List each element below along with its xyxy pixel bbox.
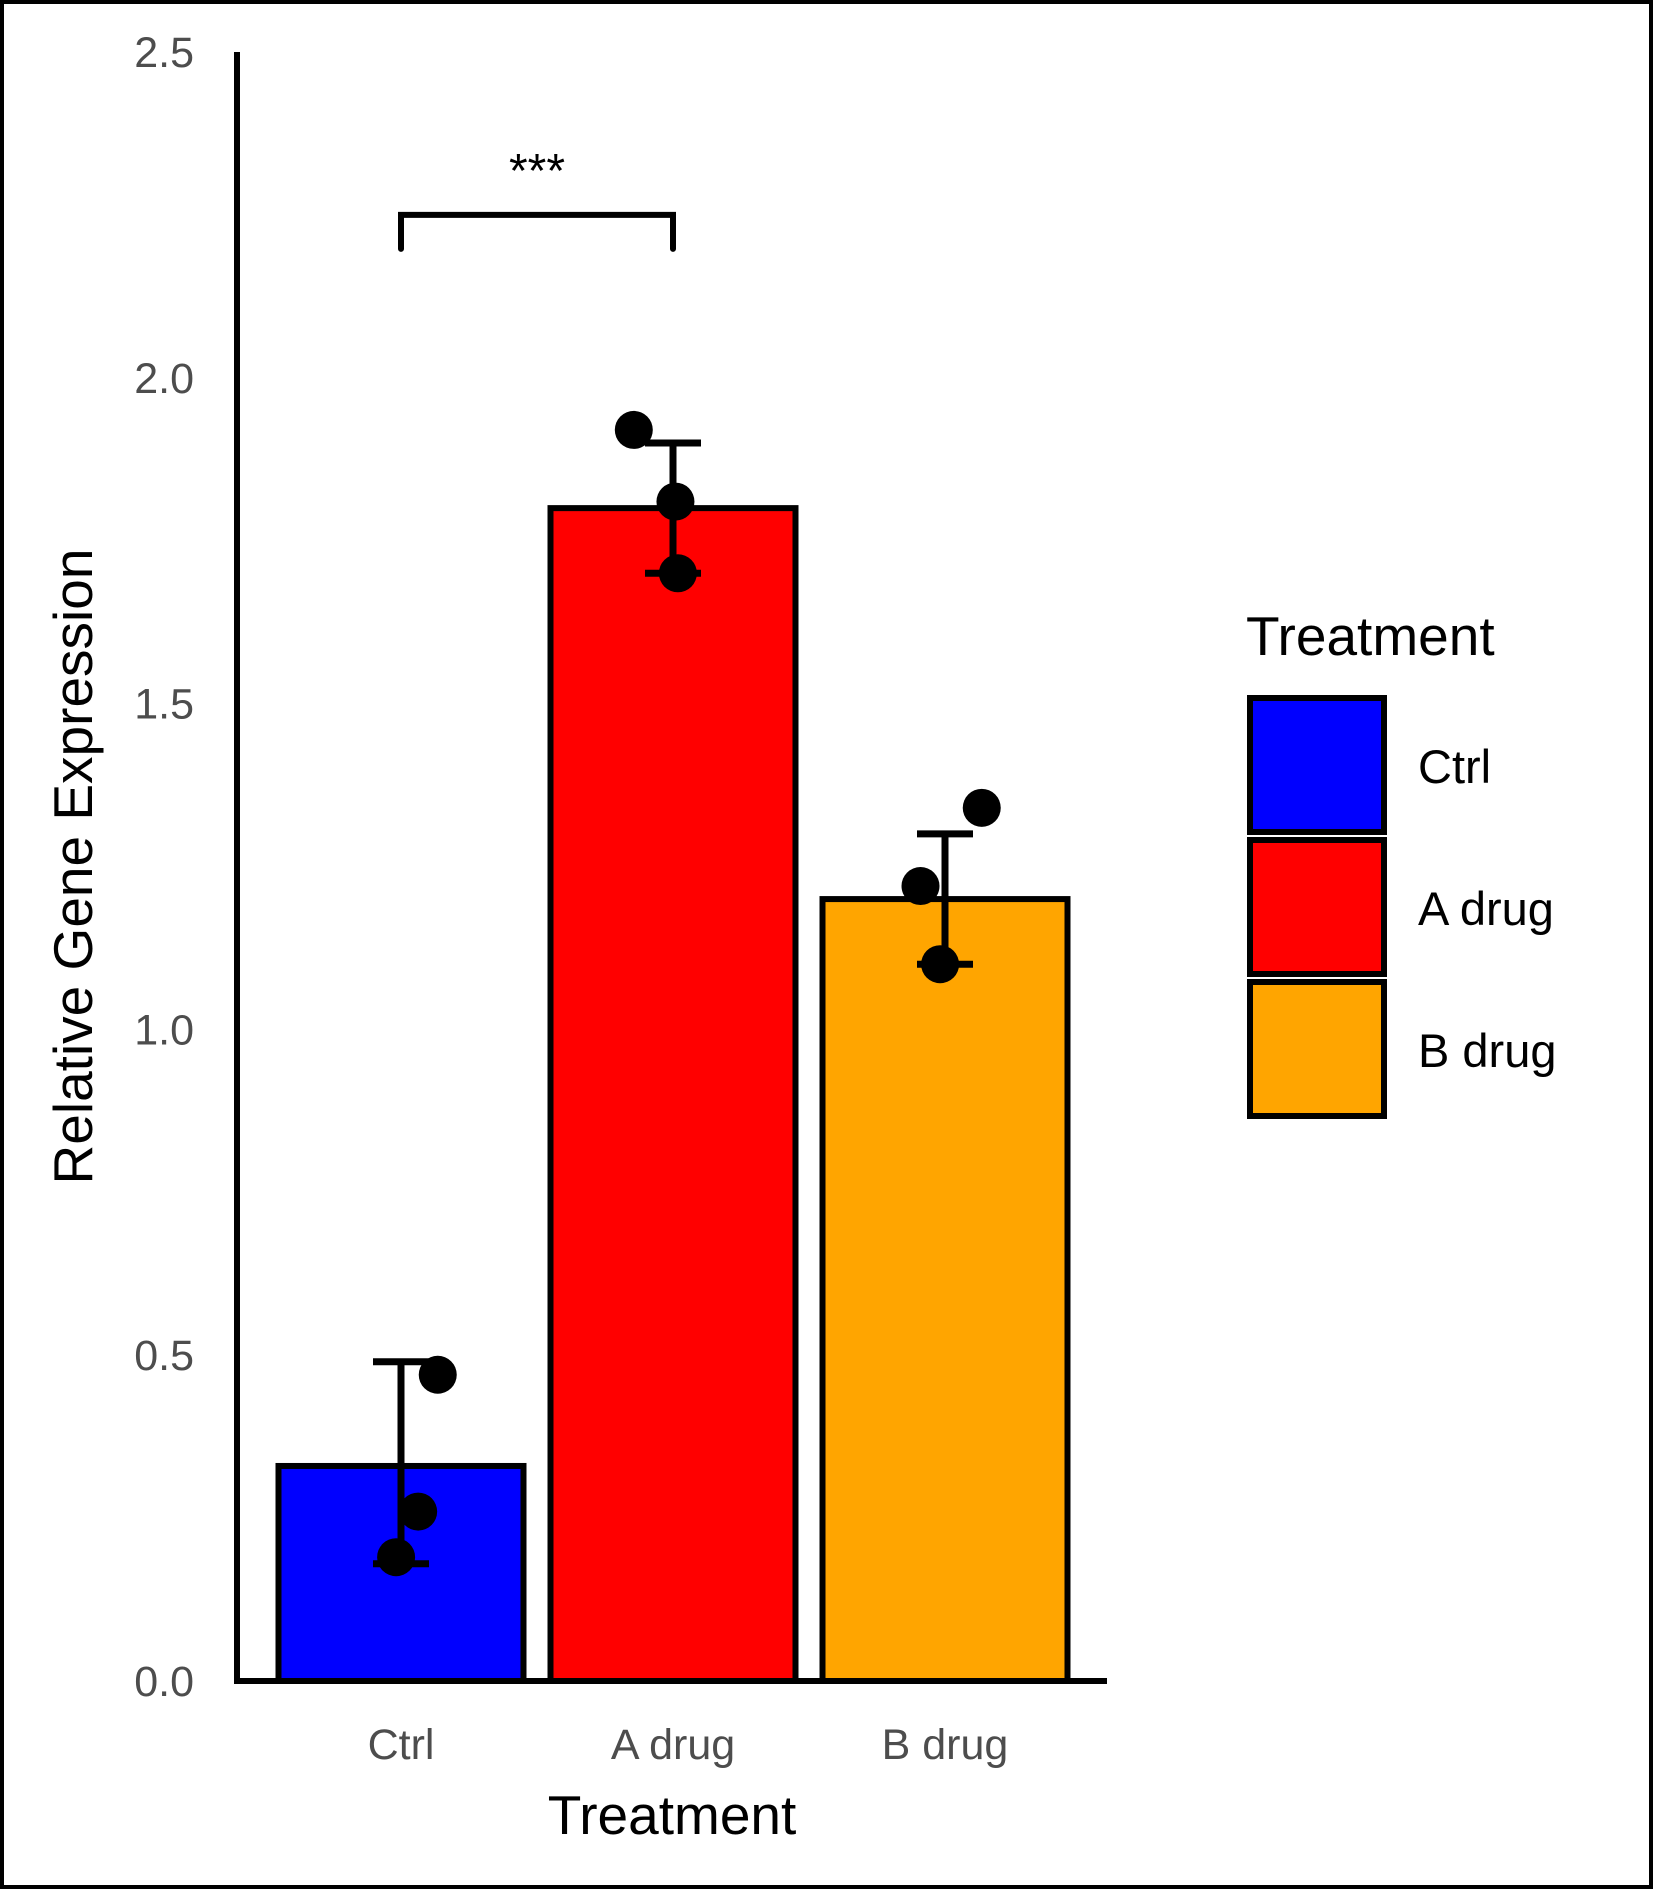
x-tick-label: A drug xyxy=(611,1721,735,1769)
significance-label: *** xyxy=(509,145,565,198)
legend-swatch-a-drug xyxy=(1247,837,1387,977)
y-tick-label: 2.5 xyxy=(134,29,194,77)
x-axis-title: Treatment xyxy=(548,1784,797,1846)
bars xyxy=(275,505,1071,1685)
data-point xyxy=(656,482,695,521)
y-tick-label: 2.0 xyxy=(134,355,194,403)
y-tick-label: 0.0 xyxy=(134,1658,194,1706)
data-points xyxy=(377,410,1001,1577)
legend-label: A drug xyxy=(1418,882,1554,935)
legend-swatch-b-drug xyxy=(1247,979,1387,1119)
data-point xyxy=(418,1355,457,1394)
data-point xyxy=(399,1492,438,1531)
y-tick-labels: 0.0 0.5 1.0 1.5 2.0 2.5 xyxy=(134,29,194,1706)
y-axis-title: Relative Gene Expression xyxy=(42,549,104,1185)
significance-bracket-line xyxy=(398,211,676,252)
bar-chart: 0.00.51.01.52.02.5 Ctrl A drug B drug *** … xyxy=(42,29,1556,1846)
bar-b-drug xyxy=(819,896,1071,1684)
significance-bracket: *** xyxy=(398,145,676,252)
x-tick-label: B drug xyxy=(882,1721,1009,1769)
axes xyxy=(234,52,1107,1684)
data-point xyxy=(658,554,697,593)
legend-title: Treatment xyxy=(1246,605,1495,667)
data-point xyxy=(377,1538,416,1577)
y-tick-label: 0.5 xyxy=(134,1332,194,1380)
data-point xyxy=(901,867,940,906)
legend-swatch-ctrl xyxy=(1247,695,1387,835)
legend-label: B drug xyxy=(1418,1024,1556,1077)
data-point xyxy=(921,945,960,984)
bar-a-drug xyxy=(547,505,799,1684)
x-tick-labels: Ctrl A drug B drug xyxy=(368,1721,1009,1769)
legend-label: Ctrl xyxy=(1418,740,1491,793)
data-point xyxy=(614,410,653,449)
y-tick-label: 1.0 xyxy=(134,1006,194,1054)
data-point xyxy=(962,788,1001,827)
legend: Treatment Ctrl A drug B drug xyxy=(1246,605,1556,1119)
x-tick-label: Ctrl xyxy=(368,1721,435,1769)
y-tick-label: 1.5 xyxy=(134,681,194,729)
